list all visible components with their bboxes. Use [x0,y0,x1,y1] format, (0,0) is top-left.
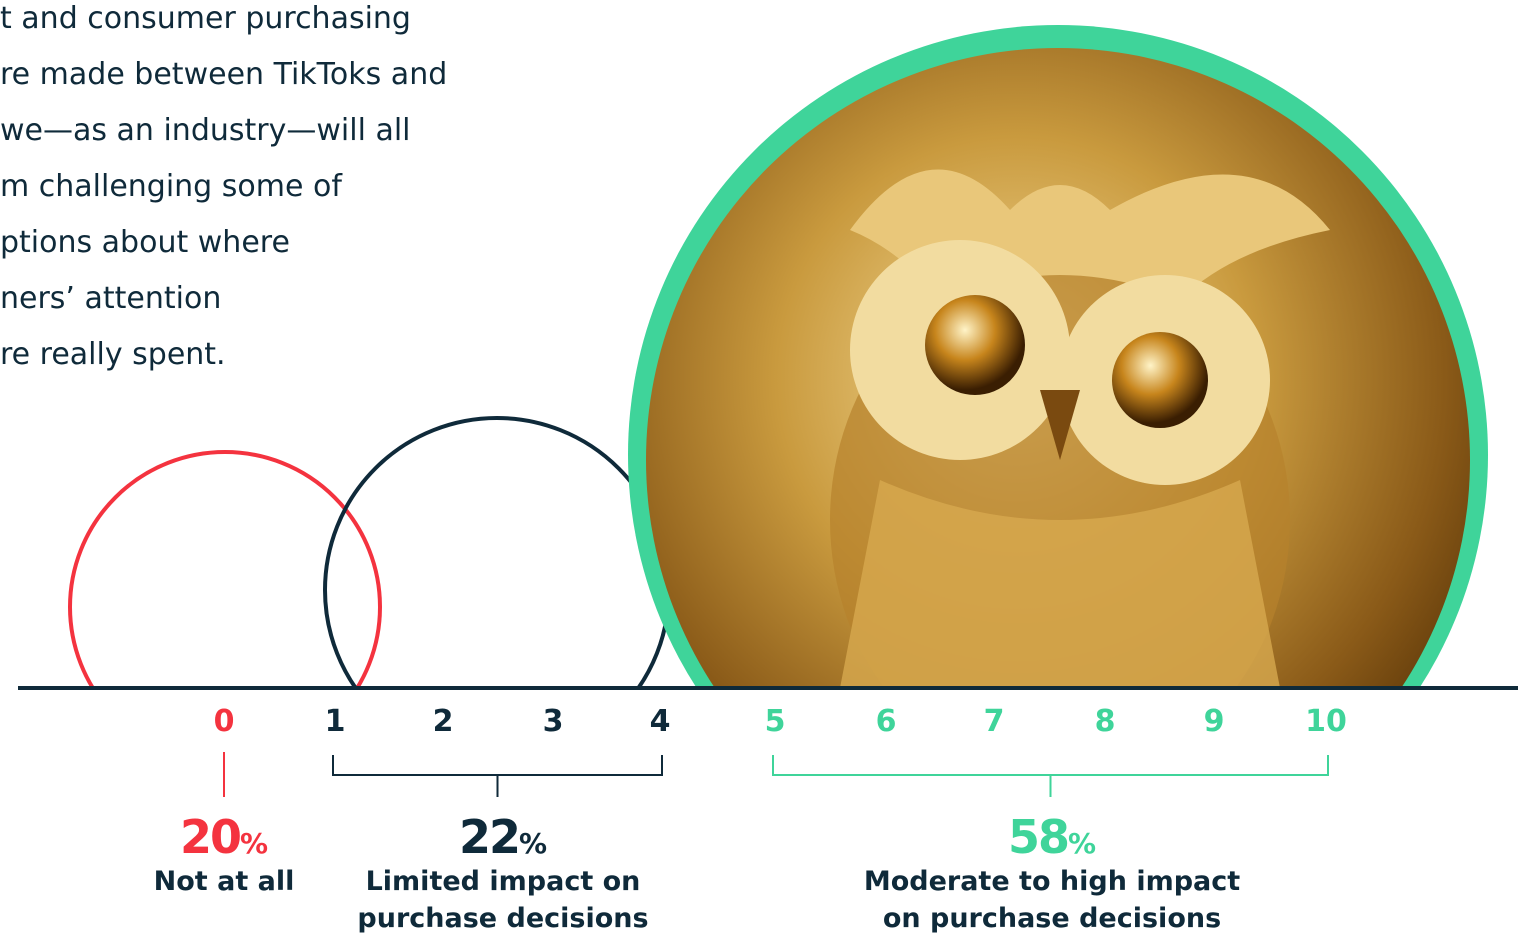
percent-sign: % [1068,827,1096,860]
scale-number: 6 [876,704,897,739]
scale-number: 2 [433,704,454,739]
group-label: Limited impact on [366,866,641,897]
scale-number: 1 [325,704,346,739]
intro-line: m challenging some of [0,169,343,204]
bracket [773,755,1328,797]
percentage-value: 58 [1008,810,1068,864]
intro-text: t and consumer purchasing re made between… [0,1,447,372]
group-label: Moderate to high impact [864,866,1240,897]
intro-line: re really spent. [0,337,226,372]
circle-limited [325,418,669,762]
scale-number: 5 [765,704,786,739]
intro-line: re made between TikToks and [0,57,447,92]
scale-number: 10 [1305,704,1347,739]
bracket [333,755,662,797]
intro-line: ners’ attention [0,281,221,316]
group-label: on purchase decisions [883,903,1221,933]
percent-sign: % [519,827,547,860]
infographic: t and consumer purchasing re made between… [0,0,1530,933]
group-label: purchase decisions [357,903,648,933]
percentage: 22% [459,810,547,864]
scale: 0 1 2 3 4 5 6 7 8 9 10 [214,704,1347,739]
circles [70,25,1488,885]
scale-number: 0 [214,704,235,739]
intro-line: ptions about where [0,225,290,260]
scale-number: 4 [650,704,671,739]
scale-number: 3 [543,704,564,739]
intro-line: t and consumer purchasing [0,1,411,36]
percent-sign: % [240,827,268,860]
group-label: Not at all [154,866,295,897]
percentage-value: 22 [459,810,519,864]
scale-number: 8 [1095,704,1116,739]
percentage: 20% [180,810,268,864]
scale-number: 7 [984,704,1005,739]
percentage-value: 20 [180,810,240,864]
scale-number: 9 [1204,704,1225,739]
intro-line: we—as an industry—will all [0,113,411,148]
percentage: 58% [1008,810,1096,864]
